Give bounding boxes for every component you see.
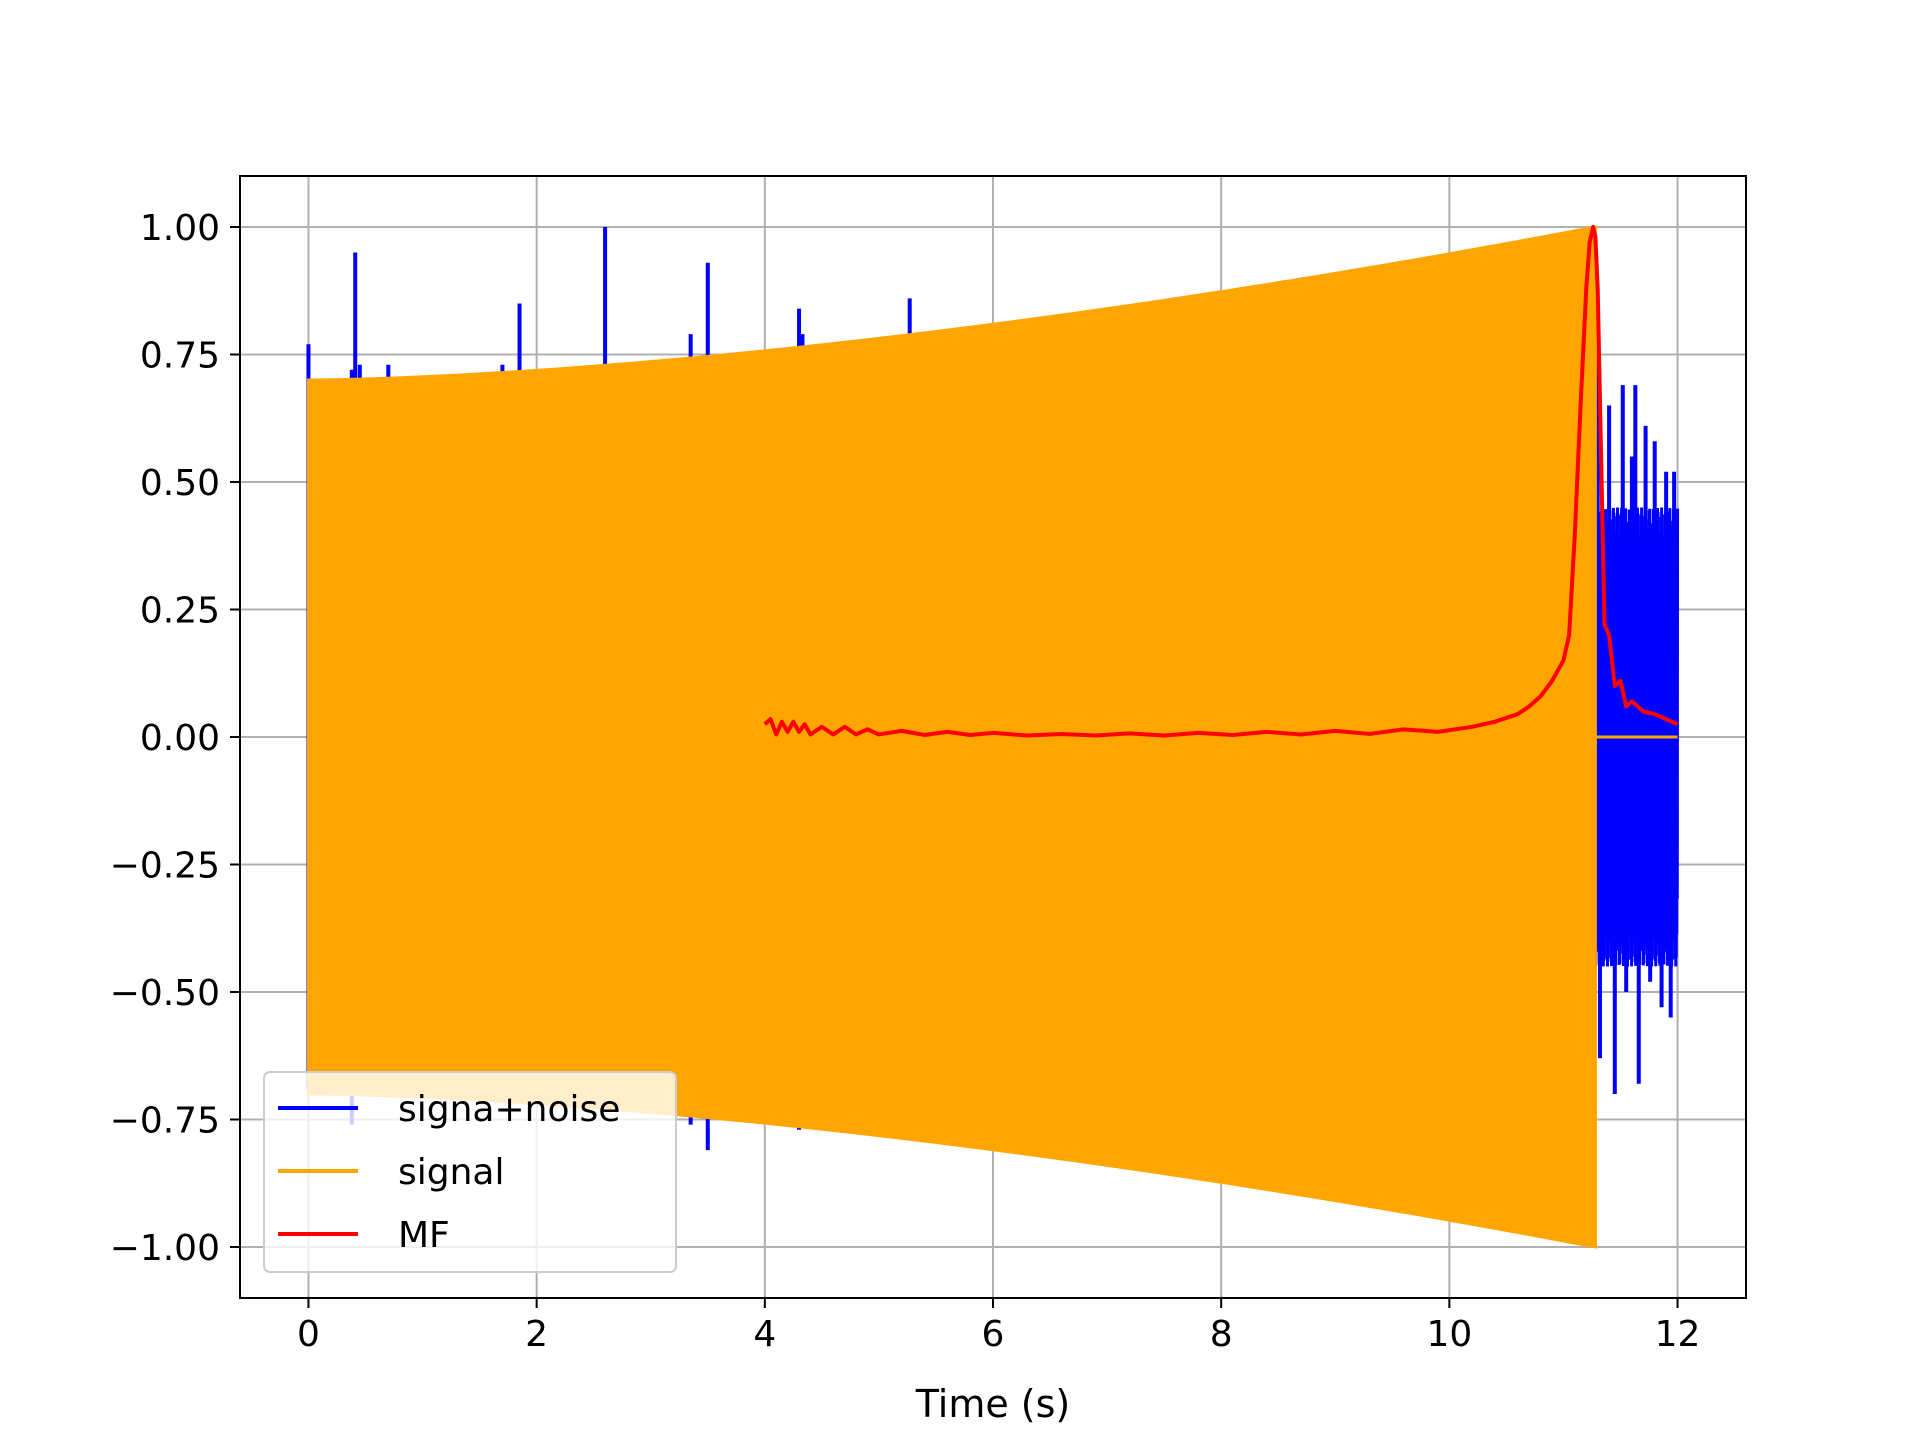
axis-ticks: 0 2 4 6 8 10 12 1.00 0.75 0.50 0.25 0.00 −0.25 −0.50 −…	[110, 208, 1701, 1355]
y-tick-label: 0.50	[140, 463, 220, 504]
y-tick-label: −0.50	[110, 973, 220, 1014]
y-tick-label: −0.25	[110, 846, 220, 887]
x-tick-label: 6	[982, 1314, 1005, 1355]
legend-label: signa+noise	[398, 1089, 620, 1130]
x-axis-label: Time (s)	[915, 1382, 1071, 1426]
x-tick-label: 8	[1210, 1314, 1233, 1355]
plot-area	[306, 225, 1680, 1249]
series-line-signal	[306, 225, 1597, 1249]
y-tick-label: 0.25	[140, 591, 220, 632]
x-tick-label: 2	[525, 1314, 548, 1355]
x-tick-label: 12	[1655, 1314, 1701, 1355]
x-tick-label: 10	[1426, 1314, 1472, 1355]
y-tick-label: 0.00	[140, 718, 220, 759]
y-tick-label: 1.00	[140, 208, 220, 249]
legend-label: MF	[398, 1215, 450, 1256]
series-line-mf	[763, 225, 1679, 738]
y-tick-label: −0.75	[110, 1101, 220, 1142]
legend: signa+noise signal MF	[263, 1071, 677, 1273]
y-tick-label: 0.75	[140, 336, 220, 377]
x-tick-label: 0	[297, 1314, 320, 1355]
x-tick-label: 4	[753, 1314, 776, 1355]
legend-label: signal	[398, 1152, 505, 1193]
y-tick-label: −1.00	[110, 1228, 220, 1269]
legend-box	[263, 1071, 677, 1273]
